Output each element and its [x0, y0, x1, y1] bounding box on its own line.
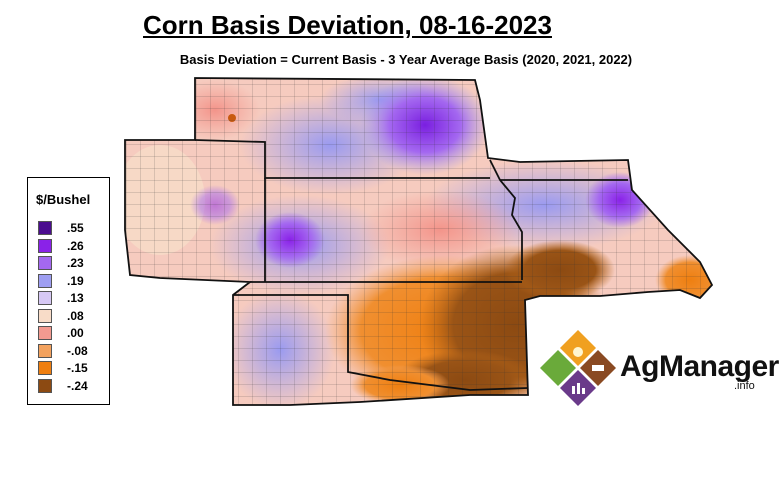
legend-item: .00: [38, 326, 108, 341]
legend-label: .13: [67, 291, 84, 305]
legend-swatch: [38, 256, 52, 270]
legend-label: .08: [67, 308, 84, 323]
logo-name: AgManager: [620, 350, 779, 383]
legend-label: .26: [67, 238, 84, 253]
legend-label: .23: [67, 256, 84, 270]
legend-swatch: [38, 221, 52, 235]
legend-item: .19: [38, 273, 108, 289]
legend-swatch: [38, 326, 52, 340]
legend-label: .00: [67, 326, 84, 340]
legend-item: .08: [38, 308, 108, 324]
legend-item: .55: [38, 221, 108, 236]
legend-item: -.08: [38, 343, 108, 359]
legend-swatch: [38, 361, 52, 375]
logo-suffix: .info: [734, 380, 755, 392]
legend-label: .19: [67, 273, 84, 288]
legend: $/Bushel .55 .26 .23 .19 .13 .08 .00 -.08 -.15 -.…: [27, 177, 110, 405]
legend-item: -.24: [38, 378, 108, 394]
legend-item: .26: [38, 238, 108, 254]
legend-swatch: [38, 273, 52, 288]
page-subtitle: Basis Deviation = Current Basis - 3 Year…: [179, 52, 633, 67]
agmanager-logo: AgManager .info: [538, 328, 779, 408]
legend-swatch: [38, 308, 52, 323]
legend-label: .55: [67, 221, 84, 235]
page-title: Corn Basis Deviation, 08-16-2023: [143, 10, 552, 40]
state-boundaries: [124, 77, 714, 406]
legend-swatch: [38, 343, 52, 358]
legend-swatch: [38, 378, 52, 393]
legend-title: $/Bushel: [36, 192, 91, 207]
legend-label: -.08: [67, 343, 88, 358]
legend-item: -.15: [38, 361, 108, 376]
legend-item: .13: [38, 291, 108, 306]
logo-diamond-icon: [540, 330, 616, 406]
legend-swatch: [38, 291, 52, 305]
legend-swatch: [38, 238, 52, 253]
legend-label: -.15: [67, 361, 88, 375]
legend-item: .23: [38, 256, 108, 271]
legend-label: -.24: [67, 378, 88, 393]
